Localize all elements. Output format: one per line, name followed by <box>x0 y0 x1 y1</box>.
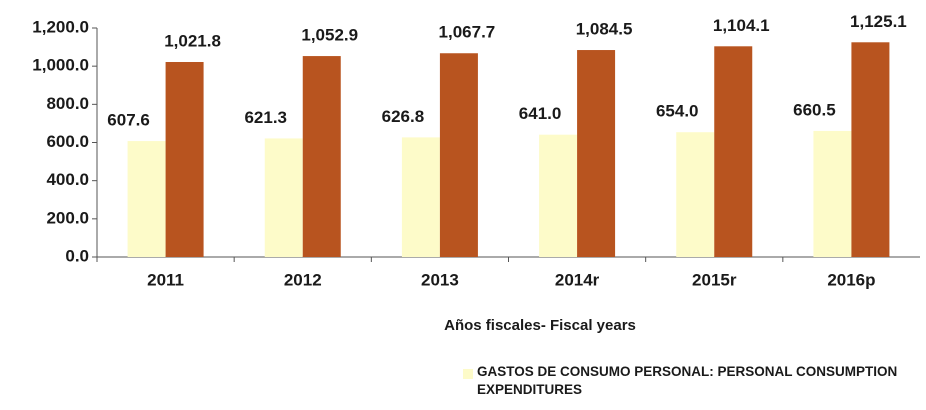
data-label: 641.0 <box>519 104 562 123</box>
data-label: 1,084.5 <box>576 20 633 39</box>
bar <box>401 137 440 257</box>
y-tick-label: 0.0 <box>65 246 89 265</box>
y-tick-label: 1,200.0 <box>32 17 89 36</box>
data-label: 1,104.1 <box>713 16 770 35</box>
data-label: 1,021.8 <box>164 31 221 50</box>
bar <box>439 53 478 257</box>
bar <box>127 141 166 257</box>
data-label: 621.3 <box>244 108 287 127</box>
bar <box>264 138 303 257</box>
legend-swatch <box>463 369 473 379</box>
x-tick-label: 2012 <box>284 270 322 289</box>
bar <box>539 134 578 257</box>
x-tick-label: 2016p <box>827 270 875 289</box>
y-tick-label: 1,000.0 <box>32 56 89 75</box>
bar <box>577 50 616 258</box>
bar <box>813 130 852 257</box>
bar <box>676 132 715 257</box>
bar <box>165 62 204 257</box>
data-label: 626.8 <box>382 107 425 126</box>
x-axis-label: Años fiscales- Fiscal years <box>444 317 636 334</box>
data-label: 1,125.1 <box>850 12 907 31</box>
y-tick-label: 600.0 <box>46 132 89 151</box>
legend-label: GASTOS DE CONSUMO PERSONAL: PERSONAL CON… <box>477 364 898 397</box>
x-tick-label: 2015r <box>692 270 737 289</box>
bar <box>714 46 753 257</box>
legend-entry: GASTOS DE CONSUMO PERSONAL: PERSONAL CON… <box>477 364 898 397</box>
y-tick-label: 800.0 <box>46 94 89 113</box>
data-label: 1,067.7 <box>439 23 496 42</box>
data-label: 1,052.9 <box>301 26 358 45</box>
data-label: 607.6 <box>107 111 150 130</box>
bar <box>302 56 341 258</box>
data-label: 654.0 <box>656 102 699 121</box>
bar <box>851 42 890 258</box>
y-tick-label: 200.0 <box>46 208 89 227</box>
x-tick-label: 2014r <box>555 270 600 289</box>
data-label: 660.5 <box>793 100 836 119</box>
y-tick-label: 400.0 <box>46 170 89 189</box>
x-tick-label: 2011 <box>147 270 184 289</box>
x-tick-label: 2013 <box>421 270 459 289</box>
